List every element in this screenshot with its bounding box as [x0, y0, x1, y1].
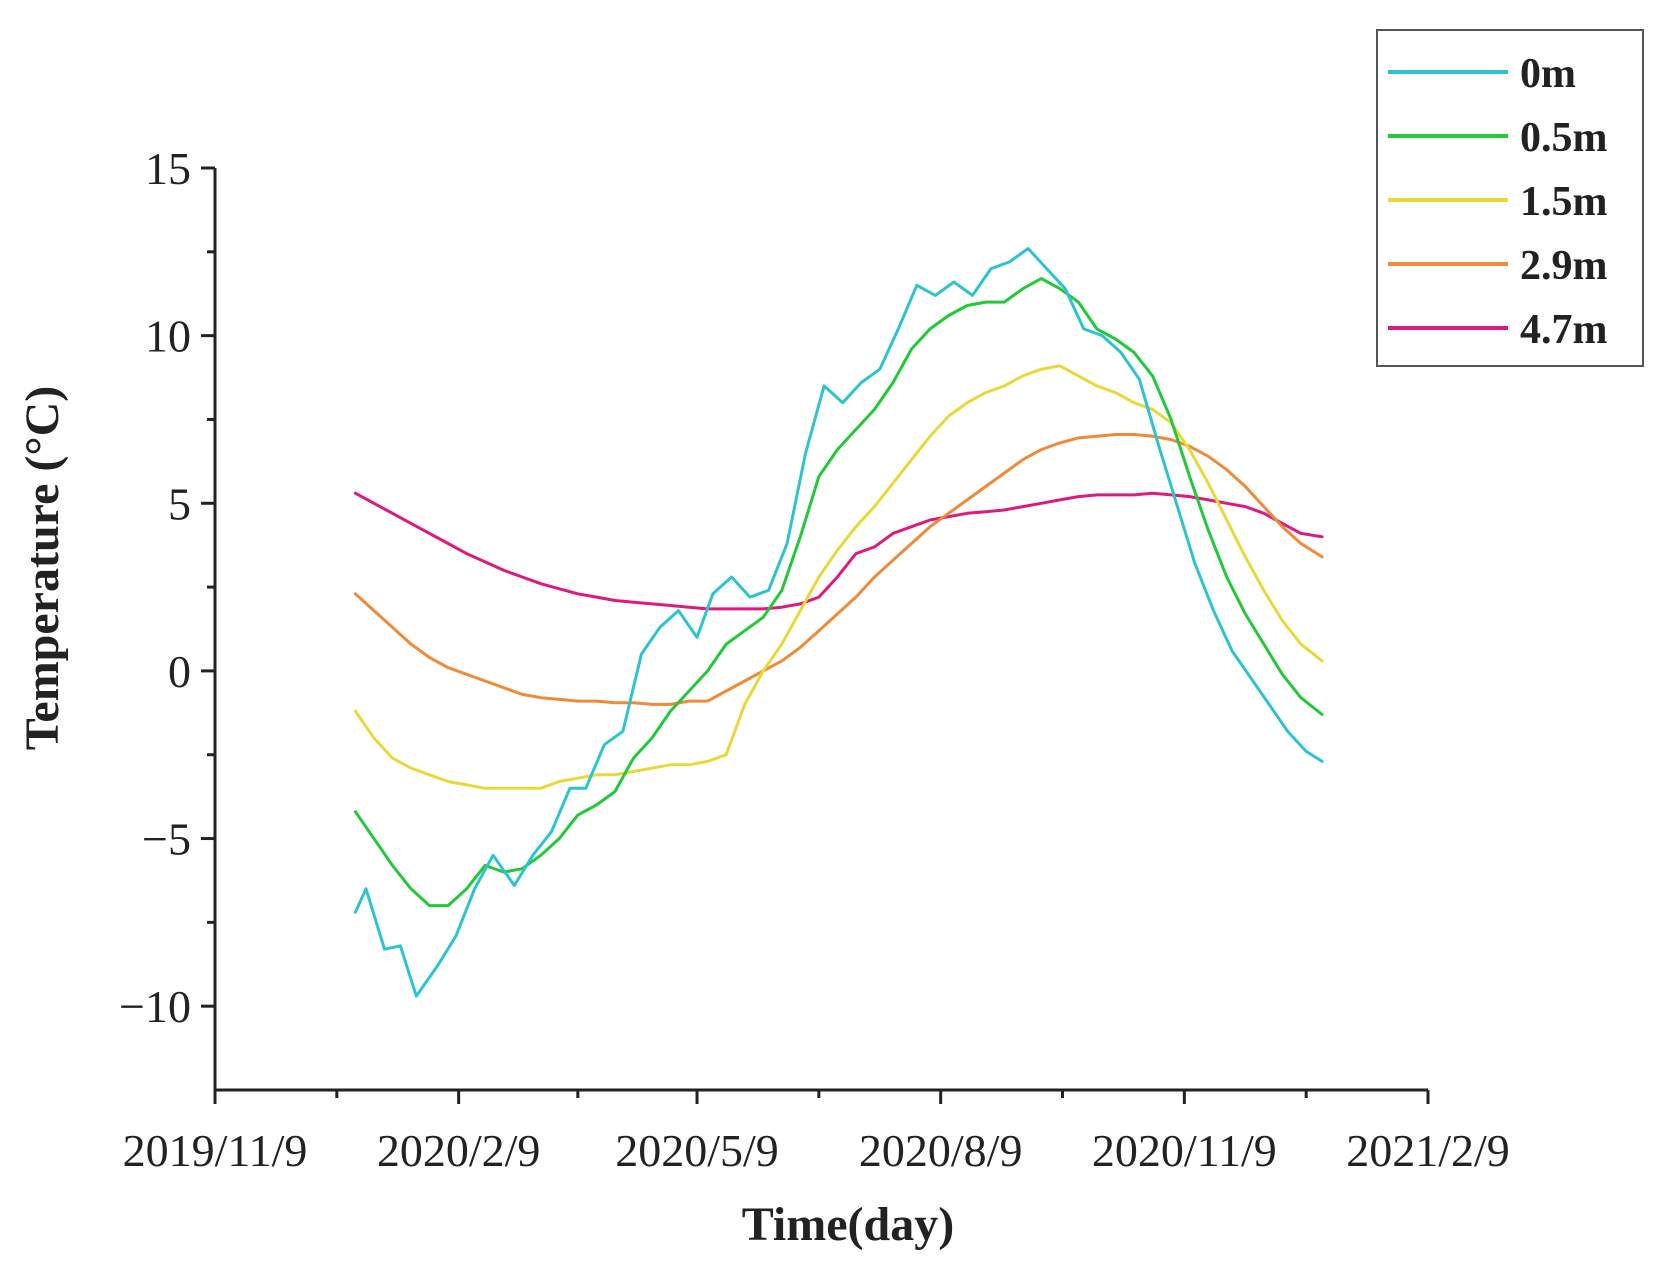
x-tick-label: 2019/11/9 — [123, 1125, 308, 1176]
legend-label: 0.5m — [1520, 115, 1608, 161]
y-ticks: −10 −5 0 5 10 15 — [119, 143, 215, 1032]
series-line-4.7m — [353, 491, 1324, 611]
x-tick-label: 2020/8/9 — [859, 1125, 1023, 1176]
x-tick-label: 2020/5/9 — [615, 1125, 779, 1176]
x-tick-label: 2020/11/9 — [1092, 1125, 1277, 1176]
legend: 0m 0.5m 1.5m 2.9m 4.7m — [1376, 29, 1644, 367]
series-line-1.5m — [353, 364, 1324, 790]
x-ticks: 2019/11/9 2020/2/9 2020/5/9 2020/8/9 2020/11… — [123, 1090, 1510, 1176]
y-tick-label: −5 — [142, 814, 191, 865]
legend-label: 1.5m — [1520, 179, 1608, 225]
y-tick-label: −10 — [119, 981, 191, 1032]
legend-label: 2.9m — [1520, 243, 1608, 289]
series-line-2.9m — [353, 433, 1324, 706]
x-axis-title: Time(day) — [742, 1198, 954, 1251]
series-line-0m — [353, 247, 1324, 998]
x-tick-label: 2020/2/9 — [377, 1125, 541, 1176]
x-tick-label: 2021/2/9 — [1346, 1125, 1510, 1176]
legend-label: 4.7m — [1520, 307, 1608, 353]
y-tick-label: 0 — [168, 646, 191, 697]
y-tick-label: 15 — [145, 143, 191, 194]
y-axis-title: Temperature (°C) — [16, 386, 69, 750]
axes — [213, 168, 1428, 1092]
series-line-0.5m — [353, 277, 1324, 908]
y-tick-label: 5 — [168, 478, 191, 529]
legend-label: 0m — [1520, 51, 1576, 97]
y-tick-label: 10 — [145, 311, 191, 362]
series-lines — [353, 247, 1324, 998]
